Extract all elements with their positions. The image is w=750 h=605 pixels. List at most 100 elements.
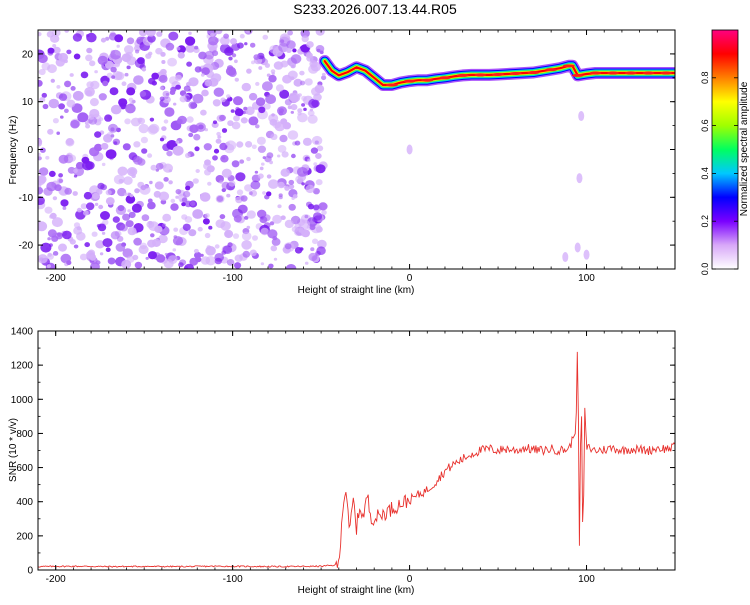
noise-blob: [270, 133, 278, 140]
noise-blob: [188, 132, 194, 138]
y-tick-label: -10: [19, 193, 34, 204]
noise-blob: [110, 231, 120, 240]
noise-blob: [125, 220, 134, 228]
noise-blob: [194, 146, 200, 152]
noise-blob: [284, 219, 294, 229]
noise-blob: [94, 70, 98, 74]
noise-blob: [124, 45, 134, 54]
noise-blob: [119, 102, 127, 110]
noise-blob: [155, 162, 164, 170]
noise-blob: [185, 44, 195, 53]
noise-blob: [315, 164, 326, 174]
noise-blob: [321, 72, 326, 77]
frequency-peak: [527, 71, 540, 75]
noise-blob: [102, 80, 109, 87]
noise-blob: [228, 69, 237, 77]
figure-title: S233.2026.007.13.44.R05: [293, 1, 457, 17]
noise-blob: [115, 205, 127, 215]
noise-blob: [98, 204, 104, 210]
noise-blob: [65, 138, 74, 146]
noise-blob: [172, 236, 184, 246]
frequency-trace: [318, 55, 675, 91]
noise-blob: [58, 103, 65, 110]
noise-blob: [173, 102, 177, 106]
y-tick-label: 600: [16, 463, 33, 474]
noise-blob: [97, 55, 108, 65]
noise-blob: [164, 252, 169, 256]
noise-blob: [134, 45, 141, 52]
noise-blob: [313, 162, 318, 166]
noise-blob: [159, 96, 165, 102]
noise-blob: [215, 138, 222, 144]
noise-blob: [141, 67, 147, 72]
frequency-peak: [509, 71, 522, 75]
noise-blob: [56, 85, 61, 89]
noise-blob: [291, 197, 295, 200]
noise-blob: [82, 160, 93, 171]
noise-blob: [102, 238, 113, 248]
noise-blob: [308, 64, 319, 74]
noise-blob: [147, 239, 156, 248]
noise-blob: [45, 155, 50, 160]
noise-blob: [47, 229, 57, 238]
noise-blob: [46, 253, 54, 260]
noise-blob: [128, 211, 136, 219]
noise-blob: [112, 216, 120, 223]
noise-blob: [105, 247, 111, 252]
frequency-peak: [385, 83, 398, 87]
noise-blob: [66, 260, 72, 266]
noise-blob: [161, 223, 167, 228]
noise-blob: [181, 202, 186, 207]
noise-blob: [301, 182, 305, 186]
noise-blob: [162, 95, 171, 104]
noise-blob: [246, 210, 256, 219]
noise-blob: [248, 92, 258, 101]
noise-blob: [294, 140, 301, 146]
noise-blob: [293, 78, 303, 87]
noise-blob: [222, 245, 233, 254]
noise-blob: [188, 101, 197, 110]
noise-blob: [149, 180, 153, 185]
noise-blob: [224, 230, 231, 237]
noise-blob: [121, 81, 127, 86]
noise-blob: [288, 203, 296, 211]
noise-blob: [133, 156, 143, 165]
noise-blob: [246, 156, 251, 162]
noise-blob: [297, 112, 308, 123]
noise-blob: [162, 163, 173, 173]
noise-blob: [198, 51, 207, 60]
noise-blob: [98, 93, 107, 101]
noise-blob: [64, 30, 69, 33]
noise-blob: [301, 35, 309, 43]
noise-blob: [262, 191, 266, 195]
noise-blob: [269, 118, 278, 126]
noise-blob: [155, 47, 163, 55]
noise-blob: [86, 202, 95, 211]
noise-blob: [58, 178, 63, 183]
noise-blob: [278, 193, 283, 198]
spectrogram-x-ticks: -200 -100 0 100: [37, 30, 676, 284]
y-tick-label: -20: [19, 241, 34, 252]
noise-blob: [321, 75, 327, 81]
noise-blob: [268, 263, 274, 269]
noise-blob: [288, 183, 295, 190]
noise-blob: [254, 124, 260, 129]
noise-blob: [154, 181, 164, 190]
noise-blob: [200, 253, 204, 257]
noise-blob: [179, 95, 187, 103]
noise-blob: [280, 60, 289, 68]
noise-blob: [145, 256, 149, 260]
noise-blob: [158, 191, 170, 201]
noise-blob: [290, 110, 294, 114]
noise-blob: [206, 165, 215, 173]
noise-blob: [204, 79, 212, 87]
noise-blob: [105, 149, 117, 160]
noise-blob: [279, 89, 290, 99]
noise-blob: [117, 166, 128, 176]
noise-blob: [52, 46, 61, 54]
noise-blob: [129, 194, 134, 198]
noise-blob: [223, 33, 230, 39]
noise-blob: [89, 147, 100, 157]
noise-blob: [214, 244, 220, 249]
noise-blob: [312, 238, 319, 245]
